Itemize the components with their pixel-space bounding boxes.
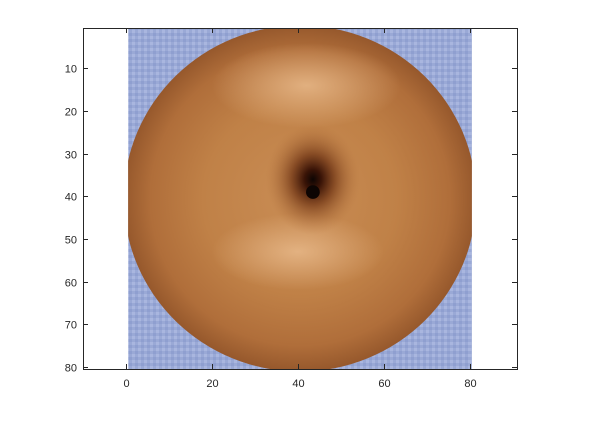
fruit-highlight-lower bbox=[211, 213, 384, 291]
x-tick-label-40: 40 bbox=[292, 378, 304, 390]
x-tick-label-20: 20 bbox=[206, 378, 218, 390]
axes-box bbox=[83, 28, 518, 370]
y-tick-label-60: 60 bbox=[65, 278, 77, 290]
x-axis-ticks bbox=[126, 28, 471, 369]
y-tick-label-80: 80 bbox=[65, 363, 77, 375]
x-tick-label-80: 80 bbox=[464, 378, 476, 390]
y-tick-label-30: 30 bbox=[65, 150, 77, 162]
x-tick-label-60: 60 bbox=[378, 378, 390, 390]
y-tick-label-40: 40 bbox=[65, 192, 77, 204]
y-tick-label-20: 20 bbox=[65, 107, 77, 119]
y-tick-label-10: 10 bbox=[65, 64, 77, 76]
y-tick-label-50: 50 bbox=[65, 235, 77, 247]
image bbox=[128, 28, 472, 369]
y-axis-ticks bbox=[83, 68, 517, 368]
fruit-dimple bbox=[265, 123, 361, 235]
x-axis-tick-labels: 0 20 40 60 80 bbox=[123, 378, 476, 390]
y-axis-tick-labels: 10 20 30 40 50 60 70 80 bbox=[65, 64, 77, 375]
x-tick-label-0: 0 bbox=[123, 378, 129, 390]
fruit-dimple-core bbox=[306, 185, 320, 199]
y-tick-label-70: 70 bbox=[65, 320, 77, 332]
fruit-highlight bbox=[211, 42, 401, 129]
